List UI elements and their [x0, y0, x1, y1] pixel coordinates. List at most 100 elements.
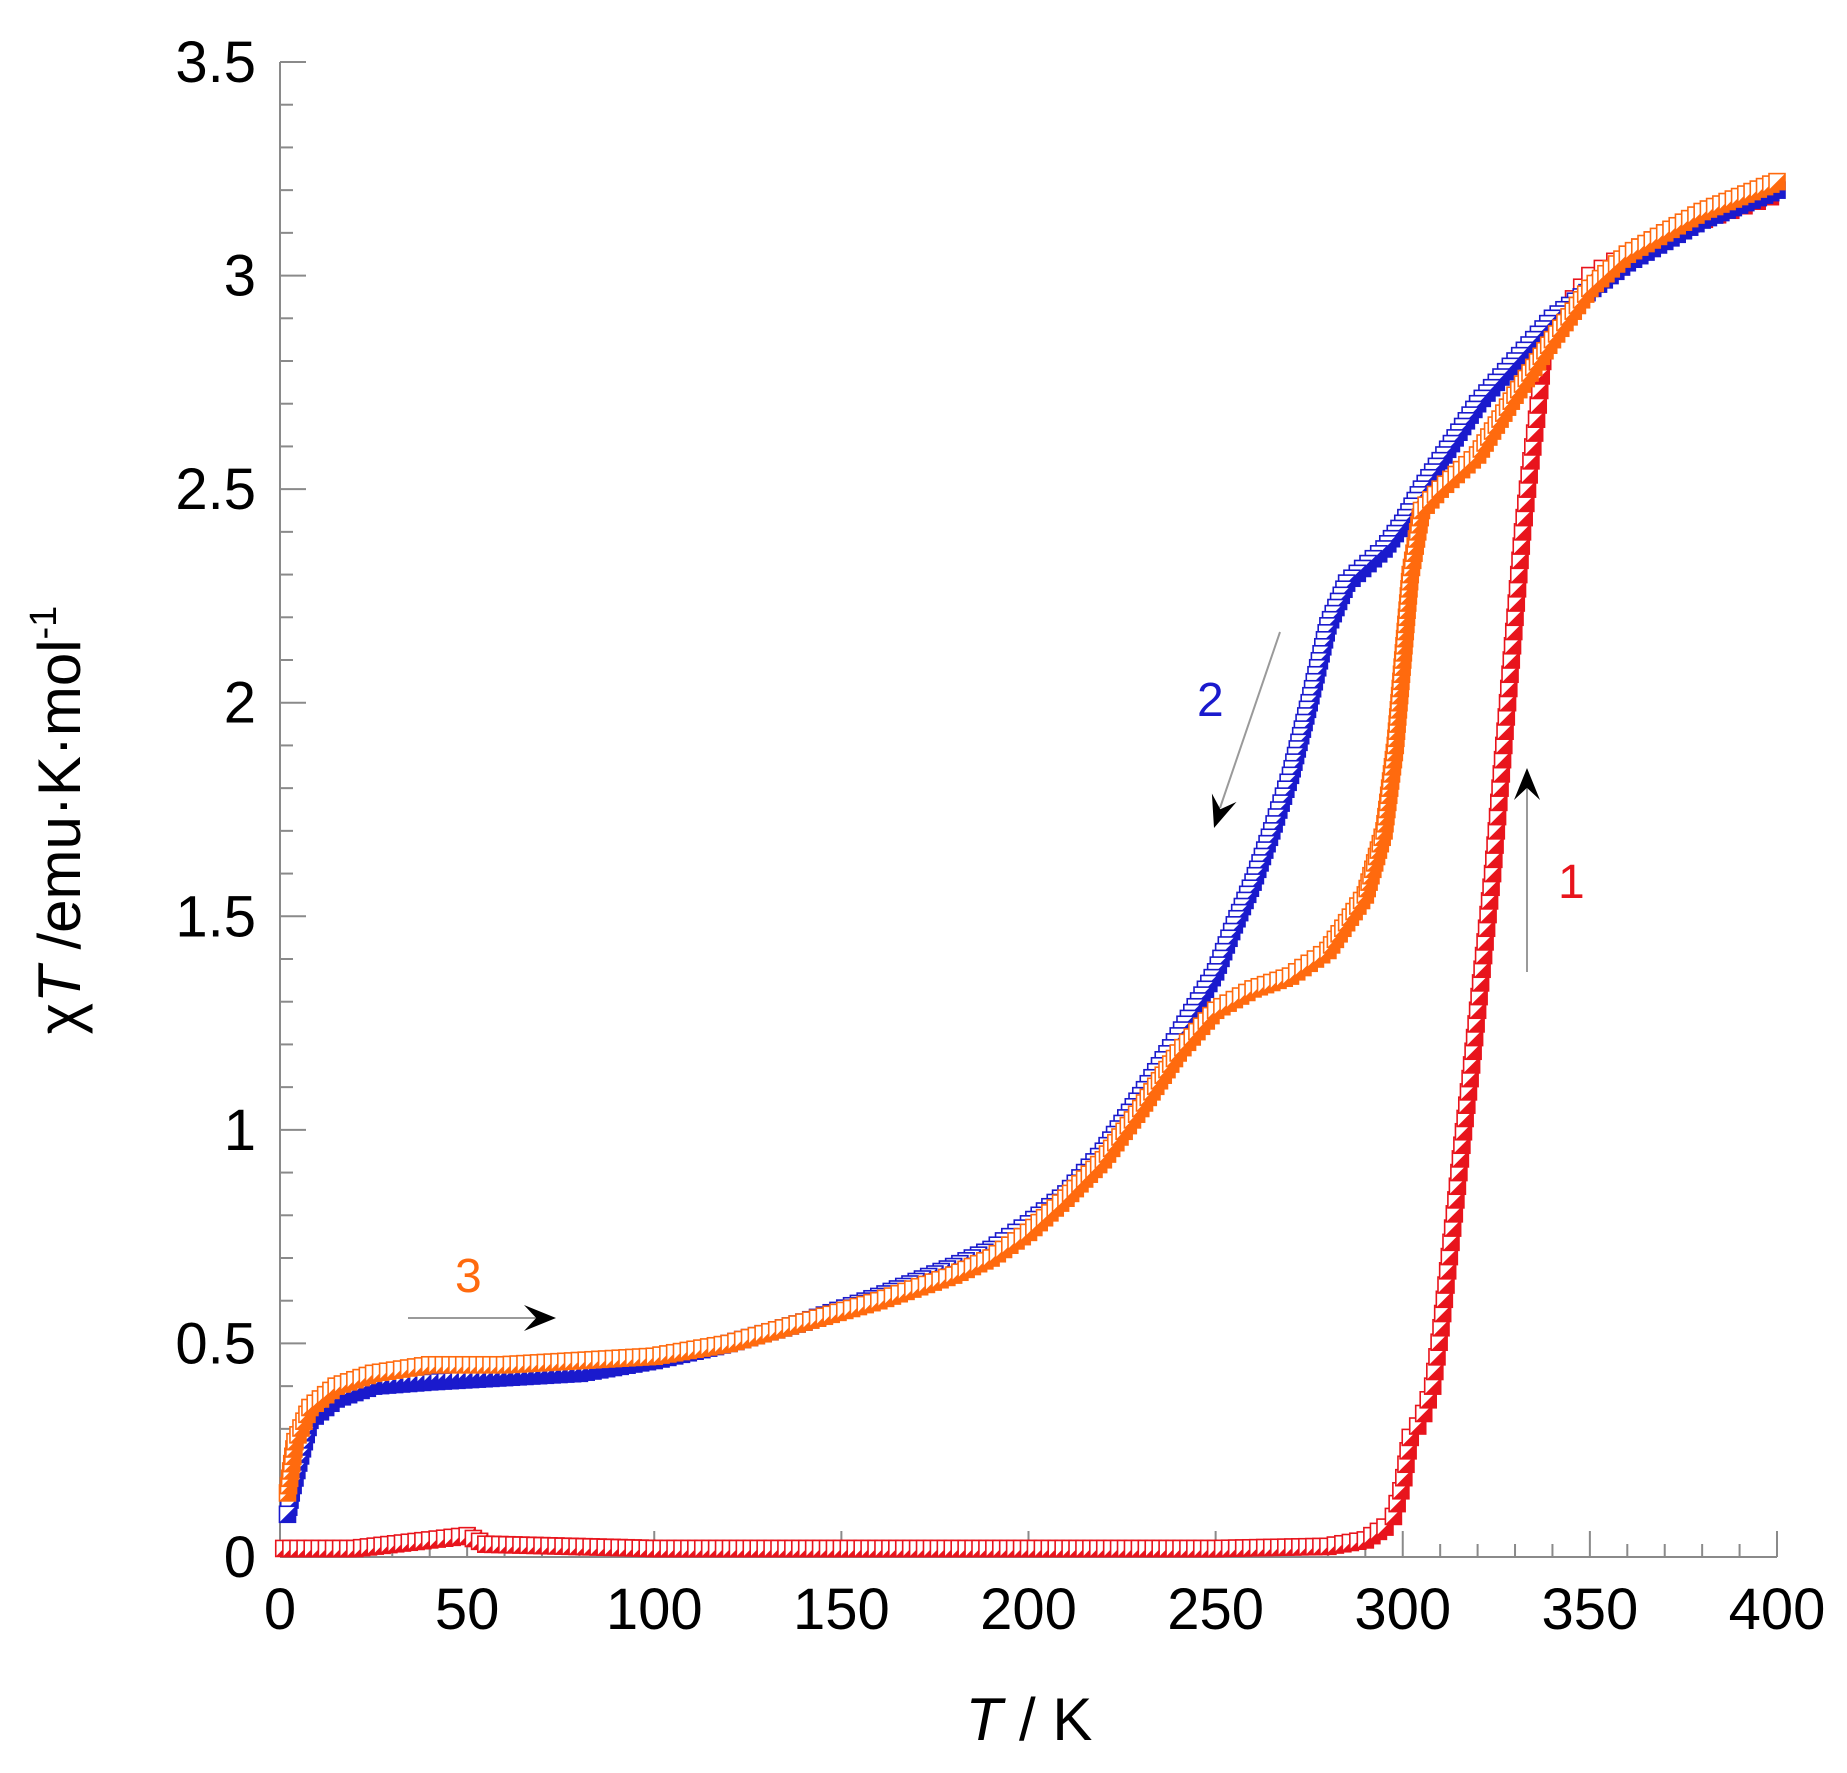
- data-point: [1496, 722, 1514, 740]
- data-point: [1399, 1442, 1417, 1460]
- data-point: [1423, 1377, 1442, 1395]
- data-point: [1419, 1391, 1437, 1409]
- y-axis-title-var: T: [26, 962, 93, 1003]
- data-point: [1440, 1247, 1459, 1266]
- x-tick-label: 100: [606, 1577, 703, 1642]
- data-point: [1433, 1304, 1452, 1323]
- y-tick-label: 2: [224, 671, 256, 736]
- data-point: [278, 1505, 297, 1524]
- x-axis-title-unit: / K: [1002, 1686, 1092, 1753]
- y-tick-label: 2.5: [175, 457, 256, 522]
- annotation-2-label: 2: [1197, 674, 1224, 727]
- y-tick-label: 1.5: [175, 884, 256, 949]
- data-point: [1508, 580, 1527, 598]
- data-point: [1493, 750, 1512, 769]
- series-layer: [274, 172, 1786, 1558]
- data-point: [1520, 466, 1538, 484]
- data-point: [1476, 933, 1494, 951]
- data-point: [1459, 1083, 1478, 1101]
- y-tick-label: 0: [224, 1525, 256, 1590]
- data-point: [1501, 665, 1519, 684]
- data-point: [1473, 960, 1491, 979]
- y-tick-label: 0.5: [175, 1311, 256, 1376]
- data-point: [1494, 736, 1513, 755]
- axis-ticks: [279, 61, 1778, 1558]
- y-axis-title-sup: -1: [23, 606, 65, 640]
- data-point: [1470, 987, 1488, 1006]
- x-tick-label: 200: [980, 1577, 1077, 1642]
- data-point: [1497, 708, 1516, 726]
- data-point: [1515, 508, 1533, 527]
- data-point: [1438, 1262, 1457, 1280]
- data-point: [1384, 1507, 1403, 1526]
- y-tick-label: 3: [224, 244, 256, 309]
- data-point: [1426, 1362, 1444, 1381]
- data-point: [1395, 1468, 1413, 1487]
- series-2: [278, 181, 1786, 1524]
- data-point: [1477, 919, 1496, 938]
- data-point: [1499, 679, 1518, 698]
- data-point: [1490, 793, 1508, 812]
- data-point: [1474, 946, 1493, 965]
- arrow-3-head: [524, 1305, 556, 1331]
- data-point: [1512, 537, 1531, 555]
- data-point: [1471, 974, 1490, 992]
- data-point: [1513, 523, 1532, 541]
- axes: [279, 62, 1777, 1558]
- x-tick-label: 50: [435, 1577, 500, 1642]
- x-axis-title-var: T: [966, 1686, 1007, 1753]
- data-point: [1437, 1276, 1455, 1294]
- annotation-3-label: 3: [455, 1250, 482, 1303]
- data-point: [1414, 1404, 1433, 1423]
- y-tick-label: 1: [224, 1098, 256, 1163]
- y-axis-title-chi: χ: [26, 1003, 93, 1035]
- data-point: [1502, 651, 1521, 669]
- x-tick-label: 350: [1541, 1577, 1638, 1642]
- tick-labels: 0 50 100 150 200 250 300 350 400 0 0.5 1 1.5 2 2.5 3 3.5: [175, 30, 1825, 1642]
- y-axis-title-unit: /emu·K·mol: [26, 639, 93, 966]
- x-tick-label: 250: [1167, 1577, 1264, 1642]
- x-tick-label: 0: [264, 1577, 296, 1642]
- data-point: [1530, 381, 1549, 400]
- data-point: [1487, 822, 1506, 840]
- data-point: [1445, 1205, 1464, 1223]
- data-point: [1465, 1028, 1484, 1047]
- data-point: [1432, 1318, 1450, 1337]
- data-point: [1529, 396, 1548, 414]
- data-point: [1451, 1150, 1470, 1168]
- data-point: [1448, 1177, 1467, 1196]
- series-3: [278, 172, 1786, 1502]
- data-point: [1397, 1455, 1415, 1474]
- data-point: [1509, 565, 1528, 584]
- x-axis-title: T / K: [966, 1686, 1093, 1753]
- data-point: [1525, 424, 1544, 442]
- data-point: [1447, 1191, 1465, 1209]
- annotation-1-label: 1: [1558, 856, 1585, 909]
- data-point: [1768, 172, 1786, 191]
- data-point: [1461, 1069, 1479, 1088]
- data-point: [1430, 1333, 1448, 1352]
- series-1: [274, 187, 1780, 1558]
- data-point: [1453, 1136, 1471, 1155]
- data-point: [1480, 892, 1499, 910]
- data-point: [1486, 836, 1504, 854]
- data-point: [1443, 1219, 1462, 1237]
- x-tick-label: 300: [1354, 1577, 1451, 1642]
- arrow-2-shaft: [1219, 631, 1281, 809]
- data-point: [1517, 494, 1535, 513]
- arrow-1-head: [1514, 768, 1540, 800]
- data-point: [1456, 1109, 1474, 1128]
- x-tick-label: 400: [1729, 1577, 1826, 1642]
- data-point: [1491, 779, 1509, 797]
- data-point: [1388, 1494, 1406, 1513]
- data-point: [1527, 410, 1546, 428]
- arrow-2-head: [1211, 793, 1237, 828]
- data-point: [1492, 765, 1511, 783]
- data-point: [1511, 551, 1529, 570]
- data-point: [1450, 1163, 1468, 1182]
- data-point: [1435, 1290, 1454, 1309]
- data-point: [1483, 864, 1502, 883]
- y-axis-title: χT /emu·K·mol-1: [23, 606, 93, 1035]
- x-tick-label: 150: [793, 1577, 890, 1642]
